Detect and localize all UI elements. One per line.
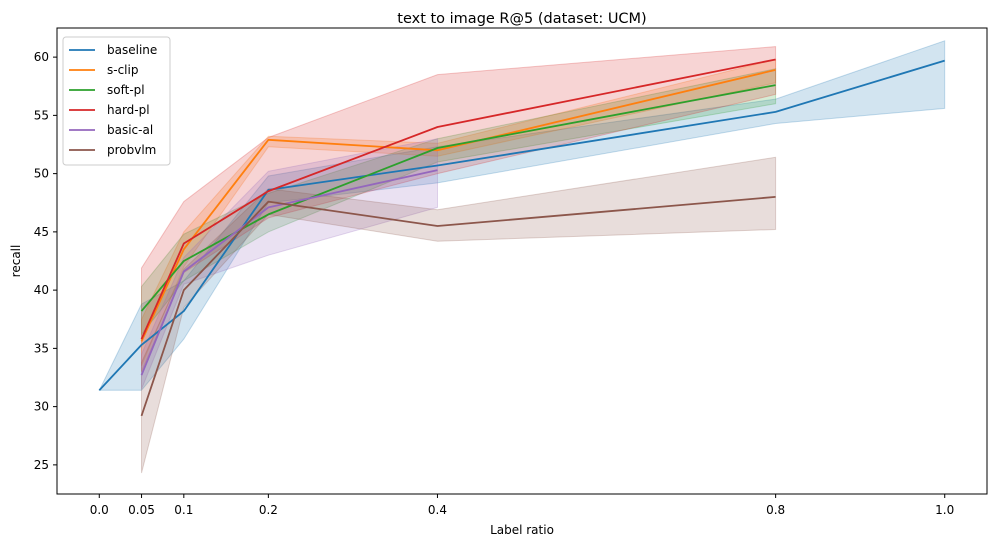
y-tick-label: 25 (34, 458, 49, 472)
series-lines (98, 58, 945, 417)
plot-area-frame (56, 27, 988, 495)
legend-label-basic-al: basic-al (107, 123, 153, 137)
y-tick-label: 45 (34, 225, 49, 239)
band-baseline (98, 40, 946, 391)
line-probvlm (140, 196, 776, 417)
x-tick-label: 0.05 (128, 503, 155, 517)
x-tick-label: 0.1 (174, 503, 193, 517)
x-tick-label: 1.0 (935, 503, 954, 517)
x-tick-label: 0.4 (428, 503, 447, 517)
line-soft-pl (140, 84, 776, 312)
legend-box (62, 36, 171, 166)
y-tick-label: 60 (34, 50, 49, 64)
y-tick-label: 55 (34, 108, 49, 122)
band-basic-al (141, 138, 438, 390)
x-axis-label: Label ratio (490, 523, 554, 537)
x-axis: 0.0 0.05 0.1 0.2 0.4 0.8 1.0 (90, 494, 954, 517)
line-s-clip (140, 69, 776, 342)
band-s-clip (141, 58, 777, 366)
legend: baseline s-clip soft-pl hard-pl basic-al prob… (62, 36, 171, 166)
y-tick-label: 30 (34, 400, 49, 414)
legend-label-soft-pl: soft-pl (107, 83, 145, 97)
y-tick-label: 35 (34, 341, 49, 355)
line-hard-pl (140, 58, 776, 340)
y-axis-label: recall (9, 245, 23, 278)
x-tick-label: 0.8 (766, 503, 785, 517)
legend-label-probvlm: probvlm (107, 143, 156, 157)
y-axis: 25 30 35 40 45 50 55 60 (34, 50, 57, 472)
x-tick-label: 0.0 (90, 503, 109, 517)
confidence-bands (98, 40, 946, 474)
line-baseline (98, 59, 945, 391)
legend-label-s-clip: s-clip (107, 63, 138, 77)
chart-title: text to image R@5 (dataset: UCM) (397, 11, 646, 27)
y-tick-label: 50 (34, 167, 49, 181)
legend-label-baseline: baseline (107, 43, 157, 57)
legend-label-hard-pl: hard-pl (107, 103, 150, 117)
line-basic-al (140, 169, 438, 376)
x-tick-label: 0.2 (259, 503, 278, 517)
band-probvlm (141, 156, 777, 474)
y-tick-label: 40 (34, 283, 49, 297)
